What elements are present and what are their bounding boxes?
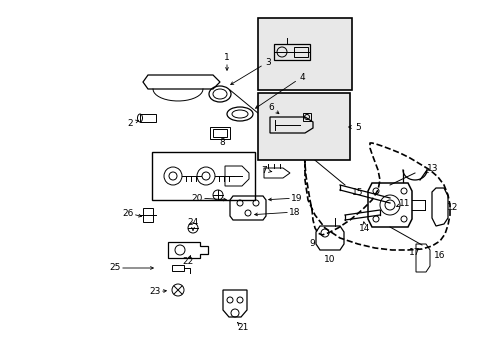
- Text: 17: 17: [408, 248, 420, 257]
- Bar: [258, 18, 351, 90]
- Text: 26: 26: [122, 208, 133, 217]
- Bar: [293, 47, 307, 57]
- Text: 14: 14: [359, 224, 370, 233]
- Text: 20: 20: [191, 194, 202, 202]
- Text: 5: 5: [354, 122, 360, 131]
- Bar: [152, 152, 254, 200]
- Text: 7: 7: [261, 166, 266, 175]
- Bar: [303, 113, 310, 121]
- Text: 2: 2: [127, 118, 133, 127]
- Text: 22: 22: [182, 257, 193, 266]
- Bar: [258, 93, 349, 160]
- Bar: [273, 44, 309, 60]
- Text: 25: 25: [109, 264, 121, 273]
- Bar: [213, 129, 226, 137]
- Text: 3: 3: [264, 58, 270, 67]
- Bar: [209, 127, 229, 139]
- Text: 16: 16: [433, 251, 445, 260]
- Text: 9: 9: [308, 239, 314, 248]
- Text: 15: 15: [351, 188, 363, 197]
- Text: 11: 11: [398, 198, 410, 207]
- Text: 19: 19: [291, 194, 302, 202]
- Text: 4: 4: [299, 72, 304, 81]
- Text: 18: 18: [289, 207, 300, 216]
- Text: 12: 12: [447, 202, 458, 212]
- Text: 6: 6: [267, 103, 273, 112]
- Text: 13: 13: [427, 163, 438, 172]
- Text: 1: 1: [224, 53, 229, 62]
- Text: 10: 10: [324, 256, 335, 265]
- Text: 23: 23: [149, 288, 161, 297]
- Text: 24: 24: [187, 217, 198, 226]
- Text: 21: 21: [237, 324, 248, 333]
- Text: 8: 8: [219, 138, 224, 147]
